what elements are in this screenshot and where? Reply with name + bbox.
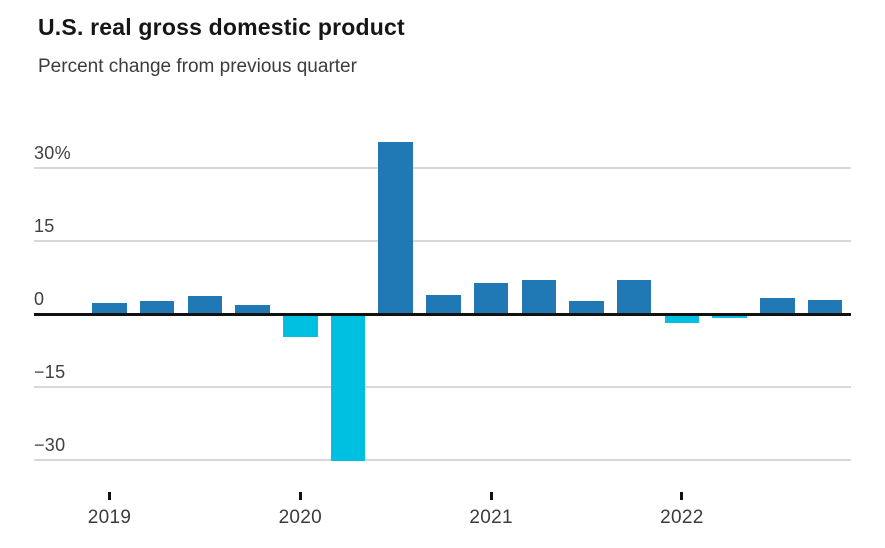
y-axis-label--15: −15 (34, 362, 66, 383)
y-axis-label-0: 0 (34, 289, 45, 309)
x-tick-2021 (489, 492, 493, 500)
bar-2022-q3 (760, 298, 795, 314)
bar-2020-q4 (426, 294, 461, 314)
bar-2020-q1 (283, 315, 318, 338)
bar-2022-q4 (807, 299, 843, 314)
zero-axis-line (34, 312, 851, 316)
bar-2019-q3 (187, 296, 223, 314)
bar-2021-q3 (569, 300, 604, 314)
x-axis-label-2019: 2019 (87, 507, 132, 528)
bar-2019-q4 (235, 305, 270, 314)
x-axis-label-2021: 2021 (469, 507, 513, 528)
bar-2021-q4 (616, 279, 652, 314)
gridline-30- (34, 166, 851, 169)
x-tick-2020 (298, 492, 302, 500)
bar-2022-q2 (712, 315, 747, 318)
x-tick-2019 (108, 492, 111, 500)
bar-2022-q1 (664, 315, 700, 323)
y-axis-label-30-: 30% (34, 142, 71, 163)
chart-title: U.S. real gross domestic product (38, 14, 405, 40)
chart-subtitle: Percent change from previous quarter (38, 56, 357, 77)
y-axis-label-15: 15 (34, 215, 55, 236)
bar-2021-q2 (521, 279, 557, 314)
x-tick-2022 (680, 492, 684, 500)
gridline--15 (34, 386, 851, 389)
bar-2019-q1 (92, 303, 127, 314)
bar-2021-q1 (473, 283, 509, 314)
bar-2020-q3 (378, 141, 413, 314)
gridline-15 (34, 239, 851, 242)
x-axis-label-2020: 2020 (278, 507, 323, 528)
gridline--30 (34, 459, 851, 462)
x-axis-label-2022: 2022 (660, 507, 704, 528)
bar-2019-q2 (139, 300, 175, 314)
y-axis-label--30: −30 (34, 435, 66, 456)
bar-2020-q2 (330, 315, 366, 461)
